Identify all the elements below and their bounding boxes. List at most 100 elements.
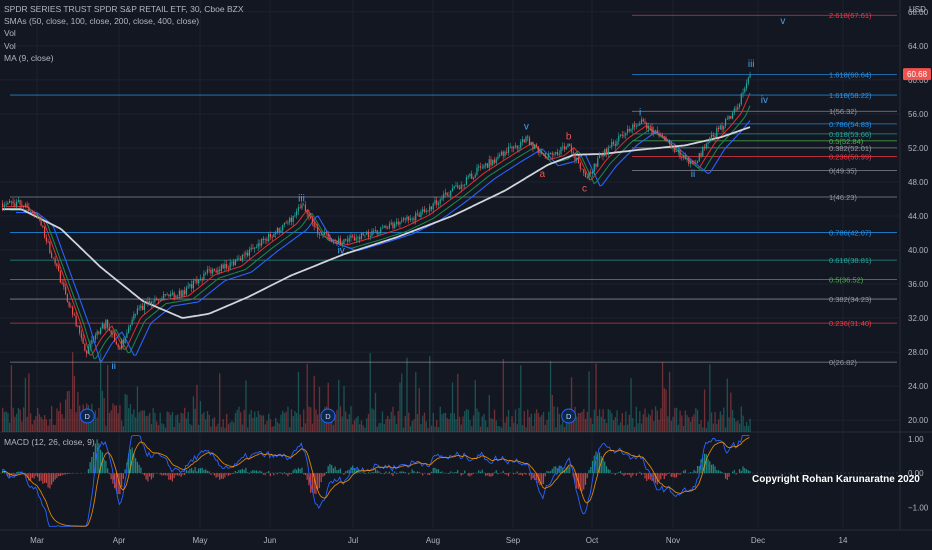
- sma-50-line[interactable]: [6, 92, 751, 356]
- candle-body: [250, 247, 252, 250]
- volume-bar: [310, 407, 312, 432]
- candle-body: [5, 204, 7, 206]
- candle-body: [415, 213, 417, 221]
- wave-label[interactable]: v: [780, 16, 785, 27]
- wave-label[interactable]: iv: [338, 245, 345, 256]
- wave-label[interactable]: a: [539, 169, 545, 180]
- wave-label[interactable]: ii: [111, 361, 115, 372]
- volume-bar: [234, 413, 237, 432]
- macd-histogram-bar: [723, 473, 725, 474]
- last-price-tag[interactable]: [903, 68, 931, 81]
- volume-bar: [609, 410, 611, 432]
- time-axis-tick: May: [192, 536, 207, 545]
- candle-body: [297, 207, 300, 211]
- vol-indicator-label-2[interactable]: Vol: [4, 40, 16, 51]
- candle-body: [257, 243, 259, 248]
- volume-bar: [94, 410, 97, 432]
- volume-bar: [98, 407, 100, 432]
- wave-label[interactable]: v: [524, 121, 529, 132]
- volume-bar: [397, 411, 399, 432]
- macd-histogram-bar: [248, 473, 251, 474]
- macd-histogram-bar: [261, 471, 263, 474]
- dividend-marker[interactable]: [79, 408, 95, 424]
- macd-histogram-bar: [625, 473, 627, 475]
- sma-200-line[interactable]: [16, 120, 751, 362]
- candle-body: [226, 264, 228, 269]
- candles[interactable]: [2, 71, 751, 358]
- candle-body: [467, 176, 469, 178]
- sma-400-line[interactable]: [2, 126, 751, 319]
- macd-histogram-bar: [266, 472, 268, 474]
- macd-histogram-bar: [138, 464, 140, 474]
- candle-body: [448, 195, 450, 197]
- macd-line[interactable]: [1, 434, 750, 527]
- candle-body: [222, 264, 224, 269]
- volume-bar: [194, 408, 196, 432]
- candle-body: [469, 173, 471, 177]
- volume-bar: [548, 411, 550, 432]
- macd-histogram-bar: [436, 469, 438, 474]
- macd-signal-line[interactable]: [1, 437, 750, 527]
- volume-bar: [737, 420, 739, 432]
- volume-bar: [693, 414, 695, 432]
- volume-bar: [500, 427, 503, 432]
- candle-body: [602, 154, 604, 157]
- volume-bar: [614, 417, 616, 432]
- macd-pane[interactable]: [0, 434, 900, 527]
- vol-indicator-label[interactable]: Vol: [4, 28, 16, 39]
- volume-bar: [149, 412, 151, 432]
- wave-label[interactable]: b: [566, 131, 572, 142]
- macd-histogram-bar: [128, 453, 130, 474]
- sma-100-line[interactable]: [10, 105, 751, 360]
- ma-indicator-label[interactable]: MA (9, close): [4, 52, 54, 63]
- volume-bar: [712, 423, 714, 432]
- volume-bar: [555, 427, 557, 432]
- dividend-marker[interactable]: [320, 408, 336, 424]
- volume-bar: [31, 424, 34, 432]
- volume-bar: [301, 426, 303, 432]
- wave-label[interactable]: iii: [748, 59, 755, 70]
- volume-bar: [154, 412, 156, 432]
- wave-label[interactable]: i: [639, 108, 641, 119]
- candle-body: [189, 284, 191, 287]
- macd-histogram-bar: [504, 473, 506, 475]
- volume-bar: [252, 417, 254, 432]
- volume-bar: [434, 426, 436, 432]
- candle-body: [318, 233, 321, 235]
- volume-bar: [266, 420, 268, 432]
- macd-histogram-bar: [9, 473, 11, 478]
- volume-bar: [714, 411, 716, 432]
- volume-bar: [476, 408, 478, 432]
- wave-label[interactable]: iii: [298, 194, 305, 205]
- candle-body: [497, 156, 499, 159]
- macd-histogram-bar: [563, 470, 566, 474]
- volume-bar: [472, 415, 475, 432]
- macd-legend[interactable]: MACD (12, 26, close, 9): [4, 437, 95, 447]
- macd-histogram-bar: [691, 472, 693, 474]
- candle-body: [395, 221, 398, 224]
- candle-body: [686, 158, 688, 160]
- macd-histogram-bar: [665, 473, 667, 476]
- candle-body: [670, 143, 672, 149]
- macd-histogram-bar: [322, 473, 324, 477]
- volume-bar: [250, 410, 252, 432]
- volume-bar: [705, 427, 707, 432]
- macd-histogram-bar: [450, 471, 452, 474]
- smas-indicator-label[interactable]: SMAs (50, close, 100, close, 200, close,…: [4, 16, 200, 27]
- candle-body: [124, 337, 126, 344]
- symbol-title[interactable]: SPDR SERIES TRUST SPDR S&P RETAIL ETF, 3…: [4, 4, 244, 14]
- candle-body: [455, 185, 457, 187]
- wave-label[interactable]: c: [582, 183, 587, 194]
- macd-histogram-bar: [236, 471, 238, 474]
- macd-histogram-bar: [560, 465, 562, 474]
- wave-label[interactable]: iv: [761, 95, 768, 106]
- candle-body: [436, 200, 438, 205]
- wave-label[interactable]: ii: [691, 169, 695, 180]
- candle-body: [322, 234, 324, 236]
- dividend-marker[interactable]: [561, 408, 577, 424]
- candle-body: [161, 298, 163, 300]
- volume-bar: [626, 424, 629, 432]
- last-price-value: 60.68: [907, 70, 928, 79]
- candle-body: [114, 333, 116, 342]
